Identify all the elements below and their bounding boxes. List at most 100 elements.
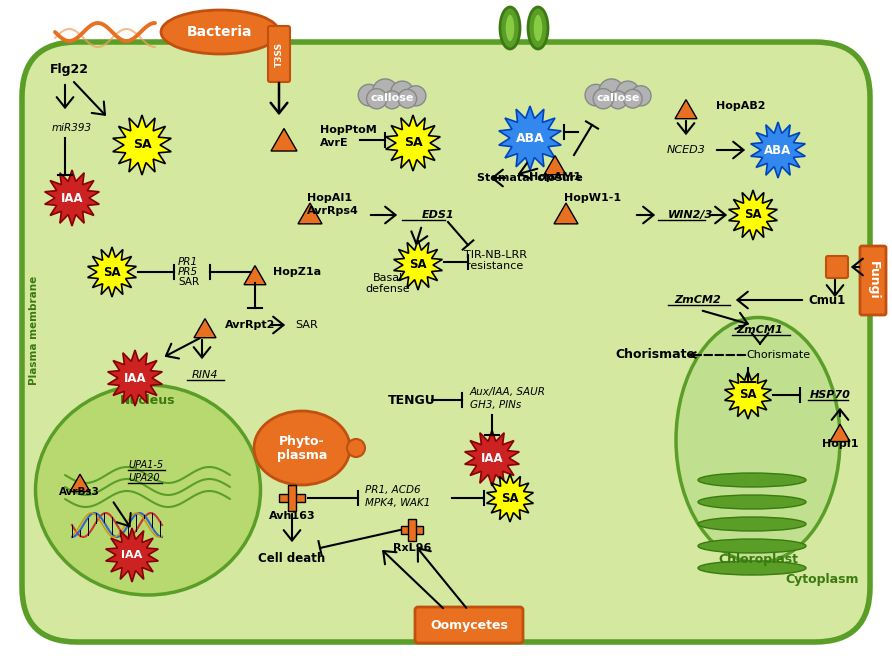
Text: HopAI1: HopAI1 (307, 193, 352, 203)
Text: UPA1-5: UPA1-5 (128, 460, 163, 470)
Text: MPK4, WAK1: MPK4, WAK1 (365, 498, 430, 508)
Polygon shape (751, 122, 805, 178)
Text: HopAB2: HopAB2 (716, 101, 765, 111)
Text: AvrRps4: AvrRps4 (307, 206, 359, 216)
Text: HSP70: HSP70 (810, 390, 851, 400)
Polygon shape (724, 371, 772, 419)
FancyBboxPatch shape (22, 42, 870, 642)
Text: SA: SA (404, 136, 422, 150)
Text: Fungi: Fungi (866, 260, 880, 299)
Polygon shape (487, 474, 533, 522)
Circle shape (391, 81, 414, 104)
Text: ZmCM2: ZmCM2 (674, 295, 722, 305)
Circle shape (624, 89, 642, 108)
Text: SAR: SAR (295, 320, 318, 330)
Text: callose: callose (370, 93, 414, 103)
Circle shape (398, 89, 417, 108)
Text: Oomycetes: Oomycetes (430, 619, 508, 632)
Text: T3SS: T3SS (275, 41, 284, 66)
Circle shape (609, 91, 627, 109)
Ellipse shape (698, 561, 806, 575)
Circle shape (383, 91, 401, 109)
Circle shape (406, 86, 425, 106)
Circle shape (347, 439, 365, 457)
Text: SA: SA (739, 388, 756, 401)
FancyBboxPatch shape (287, 485, 296, 511)
Polygon shape (112, 115, 171, 175)
Ellipse shape (698, 517, 806, 531)
Text: EDS1: EDS1 (422, 210, 455, 220)
Polygon shape (45, 170, 99, 226)
Text: Nucleus: Nucleus (120, 394, 176, 407)
Text: Flg22: Flg22 (50, 64, 89, 77)
Polygon shape (499, 106, 561, 170)
Text: ABA: ABA (764, 144, 791, 157)
Text: miR393: miR393 (52, 123, 92, 133)
Circle shape (359, 85, 380, 106)
Ellipse shape (505, 14, 515, 42)
FancyBboxPatch shape (409, 519, 416, 541)
Ellipse shape (698, 473, 806, 487)
Text: HopPtoM: HopPtoM (320, 125, 376, 135)
Polygon shape (544, 155, 566, 174)
Ellipse shape (698, 539, 806, 553)
Text: Cell death: Cell death (259, 552, 326, 565)
Text: SA: SA (103, 266, 120, 279)
Text: Stomatal closure: Stomatal closure (477, 173, 582, 183)
Text: callose: callose (597, 93, 640, 103)
Text: RxL96: RxL96 (392, 543, 431, 553)
Text: PR1, ACD6: PR1, ACD6 (365, 485, 421, 495)
Polygon shape (298, 203, 322, 224)
Polygon shape (105, 528, 158, 582)
Text: Aux/IAA, SAUR: Aux/IAA, SAUR (470, 387, 546, 397)
Ellipse shape (500, 7, 520, 49)
Ellipse shape (698, 495, 806, 509)
Text: PR5: PR5 (178, 267, 198, 277)
Text: SA: SA (501, 491, 519, 504)
Circle shape (373, 79, 398, 104)
Text: ABA: ABA (516, 131, 544, 144)
Text: Cytoplasm: Cytoplasm (785, 573, 859, 586)
Text: plasma: plasma (277, 449, 327, 462)
Text: SA: SA (133, 138, 152, 152)
Polygon shape (87, 247, 136, 297)
Text: SA: SA (744, 209, 762, 222)
Text: PR1: PR1 (178, 257, 198, 267)
Text: Chloroplast: Chloroplast (718, 554, 798, 567)
Text: Bacteria: Bacteria (187, 25, 252, 39)
Text: Avh163: Avh163 (268, 511, 315, 521)
Text: IAA: IAA (121, 550, 143, 560)
Circle shape (599, 79, 624, 104)
Polygon shape (194, 319, 216, 338)
Text: IAA: IAA (481, 451, 503, 464)
Text: Chorismate: Chorismate (615, 348, 695, 361)
Text: defense: defense (366, 284, 410, 294)
Text: HopW1-1: HopW1-1 (564, 193, 621, 203)
Text: TENGU: TENGU (388, 394, 436, 407)
FancyBboxPatch shape (268, 26, 290, 82)
Polygon shape (70, 474, 90, 491)
Text: IAA: IAA (124, 371, 146, 384)
Text: SA: SA (409, 258, 426, 272)
Text: HopAM1: HopAM1 (529, 172, 581, 182)
Text: UPA20: UPA20 (128, 473, 160, 483)
Polygon shape (729, 190, 777, 240)
Circle shape (367, 89, 387, 109)
Text: ZmCM1: ZmCM1 (737, 325, 783, 335)
Polygon shape (675, 100, 697, 119)
Circle shape (616, 81, 640, 104)
Text: Plasma membrane: Plasma membrane (29, 276, 39, 384)
Ellipse shape (254, 411, 350, 485)
FancyBboxPatch shape (401, 526, 423, 534)
FancyBboxPatch shape (415, 607, 523, 643)
Text: Basal: Basal (373, 273, 403, 283)
FancyBboxPatch shape (826, 256, 848, 278)
Text: Chorismate: Chorismate (746, 350, 810, 360)
Text: Cmu1: Cmu1 (808, 293, 846, 306)
Polygon shape (271, 129, 297, 151)
Text: RIN4: RIN4 (192, 370, 219, 380)
Ellipse shape (161, 10, 279, 54)
Text: HopI1: HopI1 (822, 439, 858, 449)
Polygon shape (385, 115, 441, 171)
Ellipse shape (676, 318, 840, 562)
